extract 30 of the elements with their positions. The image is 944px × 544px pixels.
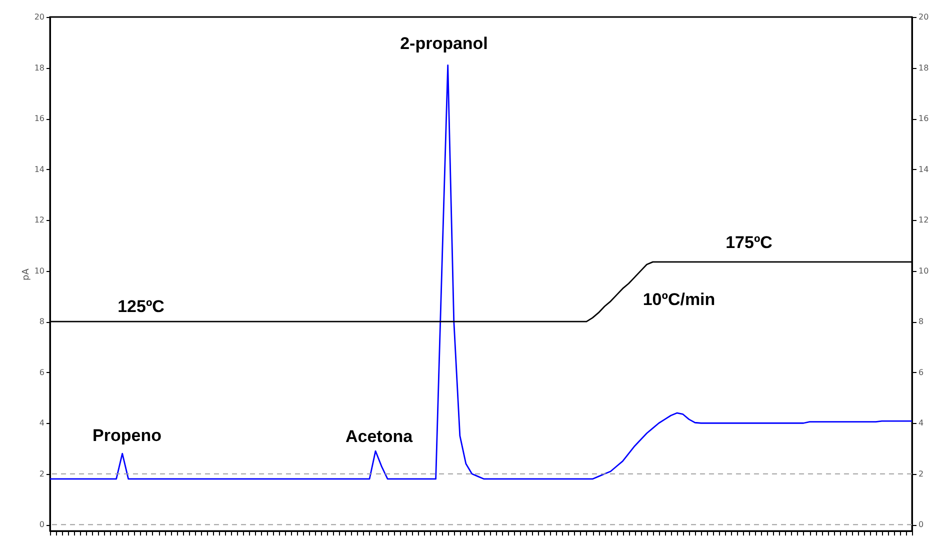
y2-tick-label: 0 [918,520,924,530]
y-tick-label: 14 [34,164,44,174]
y2-tick-label: 12 [918,216,929,225]
annotation: 175ºC [726,233,772,252]
annotation: 10ºC/min [642,290,716,309]
y-tick-label: 16 [34,114,44,124]
y-tick-label: 20 [34,12,44,22]
annotation: 125ºC [118,297,164,316]
y-axis-title: pA [21,268,32,280]
y2-tick-label: 20 [918,12,929,22]
y2-tick-label: 16 [918,114,929,124]
y-tick-label: 4 [39,418,44,428]
line-series [49,64,913,480]
y-tick-label: 8 [39,317,44,326]
y-tick-label: 12 [34,216,44,225]
y-tick-label: 18 [34,63,44,72]
y2-tick-label: 6 [918,368,924,377]
y-tick-label: 10 [34,266,44,276]
y-tick-label: 0 [39,520,44,530]
annotation: Propeno [92,426,162,445]
y2-tick-label: 18 [918,63,929,72]
y-tick-label: 6 [39,368,44,377]
y2-tick-label: 4 [918,418,924,428]
y2-tick-label: 10 [918,266,929,276]
y2-tick-label: 8 [918,317,924,326]
y-tick-label: 2 [39,469,44,478]
annotation: Acetona [345,427,414,446]
y2-tick-label: 14 [918,164,929,174]
annotation: 2-propanol [400,34,488,53]
y2-tick-label: 2 [918,469,924,478]
